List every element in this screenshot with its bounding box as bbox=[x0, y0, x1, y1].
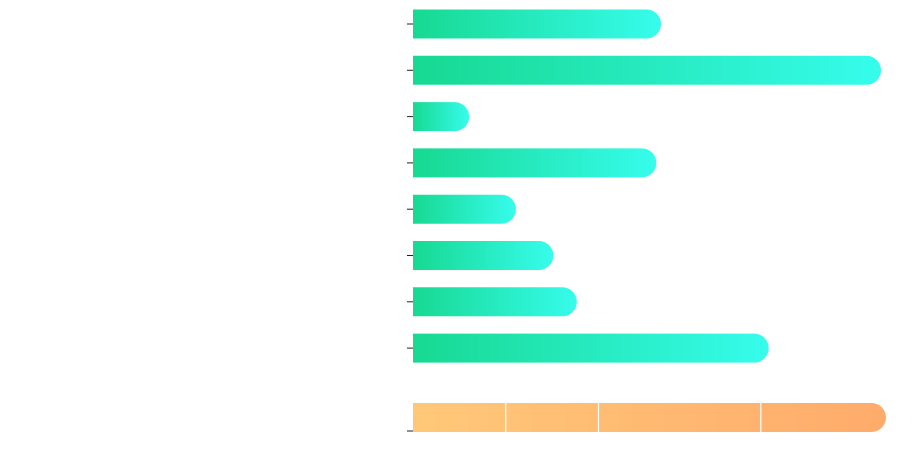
bar-7 bbox=[413, 287, 577, 317]
bar-5 bbox=[413, 194, 516, 224]
bars-group bbox=[407, 9, 881, 363]
bar-8 bbox=[413, 333, 769, 363]
bar-1 bbox=[413, 9, 662, 39]
bar-6 bbox=[413, 241, 554, 270]
bar-2 bbox=[413, 55, 881, 85]
bar-3 bbox=[413, 102, 470, 132]
stacked-bar-group bbox=[407, 403, 886, 432]
stacked-bar bbox=[413, 403, 886, 432]
bar-4 bbox=[413, 148, 657, 178]
